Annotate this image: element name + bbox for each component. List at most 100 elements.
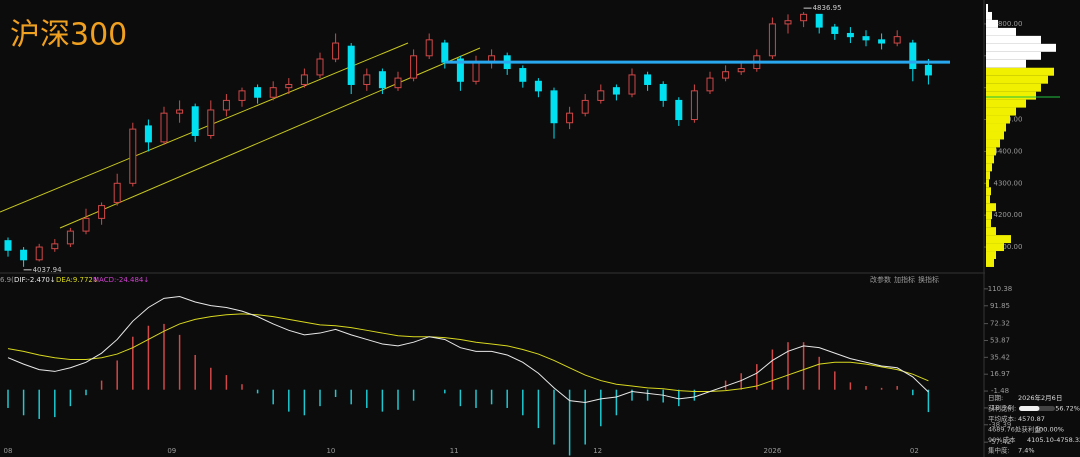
candle-body — [581, 99, 589, 114]
candle-body — [441, 42, 449, 63]
candle-body — [269, 87, 277, 98]
candle-body — [737, 68, 745, 73]
candle-body — [176, 109, 184, 114]
candle-body — [597, 90, 605, 101]
dea-line — [7, 313, 929, 393]
macd-label: MACD:-24.484↓ — [93, 276, 149, 284]
candle-body — [893, 36, 901, 44]
macd-y-tick-label: -57.42 — [989, 438, 1012, 446]
candle-body — [706, 77, 714, 92]
candle-body — [519, 68, 527, 82]
chip-bar — [986, 43, 1056, 52]
info-value: 4570.87 — [1018, 415, 1045, 423]
candle-body — [456, 58, 464, 82]
x-tick-label: 08 — [4, 447, 13, 455]
macd-y-tick-label: 53.87 — [990, 336, 1010, 344]
chip-bar — [986, 179, 989, 188]
candle-body — [66, 230, 74, 245]
indicator-button[interactable]: 加指标 — [894, 275, 915, 284]
chip-bar — [986, 131, 1004, 140]
info-label: 4689.76处获利盘: — [988, 425, 1043, 434]
candle-body — [316, 58, 324, 76]
y-tick-label: 4100.00 — [994, 243, 1023, 251]
chip-bar — [986, 163, 992, 172]
candle-body — [363, 74, 371, 85]
chip-bar — [986, 147, 996, 156]
candle-body — [222, 99, 230, 111]
candle-body — [300, 74, 308, 85]
chip-bar — [986, 67, 1054, 76]
profit-bar — [1019, 406, 1040, 411]
chip-bar — [986, 227, 996, 236]
x-tick-label: 2026 — [763, 447, 781, 455]
macd-y-tick-label: -19.94 — [989, 404, 1012, 412]
y-tick-label: 4800.00 — [994, 20, 1023, 28]
channel-upper — [0, 42, 409, 213]
candle-body — [394, 77, 402, 89]
dif-label: DIF:-2.470↓ — [14, 276, 56, 284]
candle-body — [768, 23, 776, 57]
y-tick-label: 4400.00 — [994, 147, 1023, 155]
indicator-button[interactable]: 换指标 — [918, 275, 939, 284]
chip-bar — [986, 107, 1016, 116]
y-tick-label: 4300.00 — [994, 179, 1023, 187]
candle-body — [160, 112, 168, 143]
candle-body — [534, 80, 542, 92]
macd-y-tick-label: 91.85 — [990, 302, 1010, 310]
candle-body — [144, 125, 152, 143]
info-value: 100.00% — [1035, 426, 1064, 434]
dea-label: DEA:9.772↓ — [56, 276, 99, 284]
candle-body — [207, 109, 215, 136]
chip-bar — [986, 11, 992, 20]
info-value: 56.72% — [1055, 405, 1080, 413]
chip-bar — [986, 171, 990, 180]
candle-body — [675, 99, 683, 121]
y-tick-label: 4200.00 — [994, 211, 1023, 219]
indicator-button[interactable]: 改参数 — [870, 275, 891, 284]
chip-bar — [986, 243, 1004, 252]
macd-y-tick-label: 72.32 — [990, 320, 1010, 328]
chip-bar — [986, 251, 996, 260]
candle-body — [285, 83, 293, 89]
candle-body — [82, 217, 90, 232]
chip-bar — [986, 123, 1006, 132]
chip-bar — [986, 187, 991, 196]
x-tick-label: 09 — [167, 447, 176, 455]
candle-body — [378, 71, 386, 89]
candle-body — [20, 249, 28, 261]
info-value: 7.4% — [1018, 447, 1035, 455]
chip-bar — [986, 219, 991, 228]
info-label: 集中度: — [988, 446, 1010, 455]
chip-bar — [986, 115, 1010, 124]
chip-bar — [986, 35, 1041, 44]
macd-y-tick-label: -1.48 — [991, 387, 1009, 395]
candle-body — [238, 90, 246, 101]
chip-bar — [986, 59, 1026, 68]
info-value: 2026年2月6日 — [1018, 393, 1062, 402]
x-tick-label: 12 — [593, 447, 602, 455]
chip-bar — [986, 139, 1000, 148]
candle-body — [347, 45, 355, 85]
dif-line — [7, 296, 929, 403]
chip-bar — [986, 203, 996, 212]
x-tick-label: 10 — [326, 447, 335, 455]
macd-y-tick-label: 16.97 — [990, 370, 1010, 378]
candle-body — [472, 61, 480, 82]
macd-prefix: 6.9( — [0, 276, 14, 284]
info-label: 获利比例: — [988, 404, 1016, 413]
candle-body — [425, 39, 433, 57]
candle-body — [659, 83, 667, 101]
high-label: 4836.95 — [813, 4, 842, 12]
chip-bar — [986, 83, 1041, 92]
candle-body — [846, 32, 854, 38]
candle-body — [113, 182, 121, 203]
candle-body — [722, 71, 730, 79]
candle-body — [35, 246, 43, 261]
info-label: 90%成本 — [988, 435, 1016, 444]
x-tick-label: 02 — [910, 447, 919, 455]
x-tick-label: 11 — [450, 447, 459, 455]
chip-bar — [986, 27, 1016, 36]
chip-bar — [986, 51, 1041, 60]
macd-y-tick-label: 35.42 — [990, 353, 1010, 361]
